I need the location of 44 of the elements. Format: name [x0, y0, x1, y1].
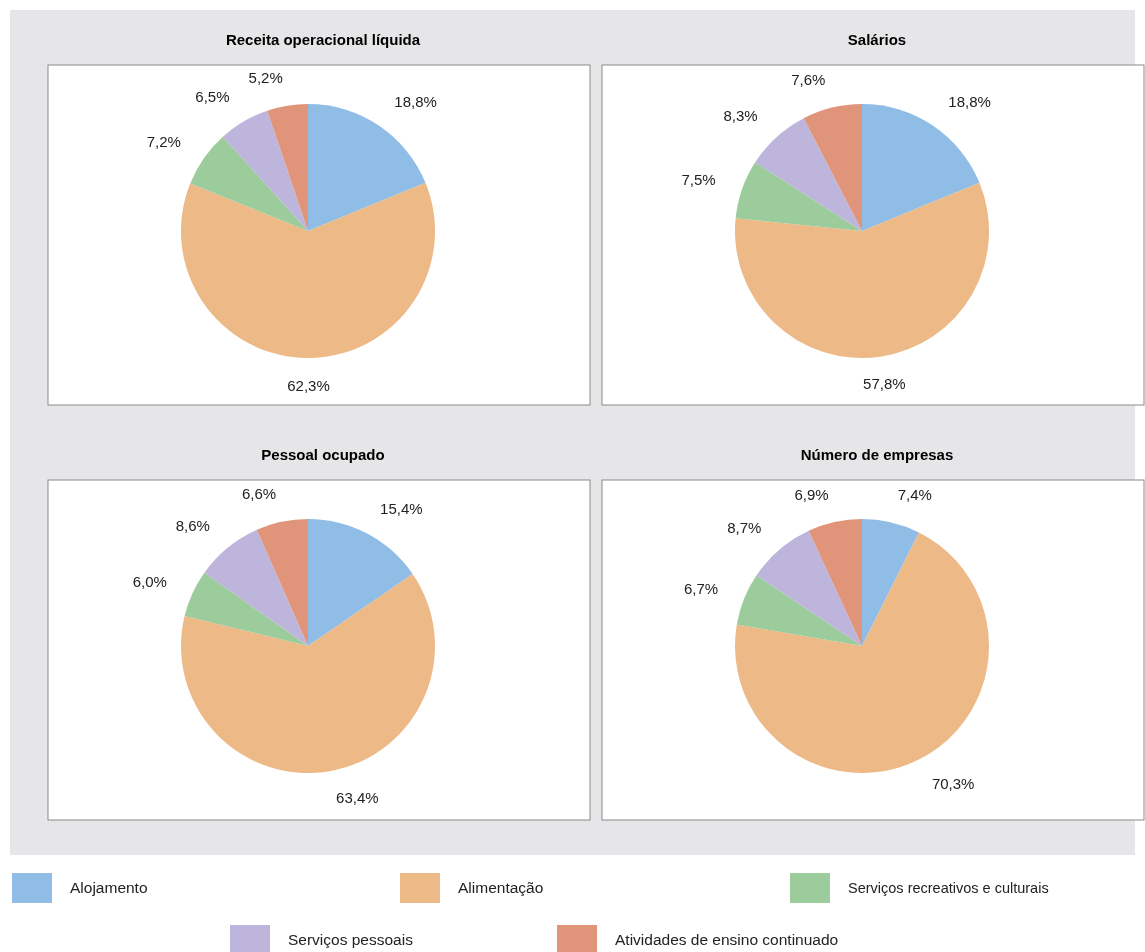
chart-title: Salários [847, 31, 907, 48]
data-label: 62,3% [287, 377, 330, 394]
pie-slice [862, 519, 919, 646]
data-label: 8,6% [175, 516, 210, 534]
pie-slice [184, 572, 308, 646]
data-label: 6,0% [132, 572, 167, 590]
data-label: 7,2% [146, 133, 181, 151]
data-label: 70,3% [931, 775, 975, 793]
chart-title: Pessoal ocupado [261, 446, 385, 463]
data-label: 6,5% [195, 88, 230, 106]
data-label: 7,4% [897, 486, 932, 504]
chart-title: Receita operacional líquida [225, 31, 421, 48]
pie-slice [190, 136, 308, 231]
data-label: 6,9% [794, 485, 829, 503]
data-label: 57,8% [863, 375, 906, 393]
data-label: 5,2% [248, 69, 283, 87]
data-label: 8,7% [727, 519, 762, 537]
data-label: 7,6% [791, 71, 826, 89]
pie-slice [181, 573, 435, 773]
data-label: 15,4% [380, 499, 423, 517]
legend-label: Alojamento [70, 879, 148, 896]
pie-slice [755, 118, 862, 231]
pie-slice [803, 104, 862, 231]
data-label: 6,6% [241, 485, 277, 503]
pie-slice [256, 519, 308, 646]
legend-label: Serviços recreativos e culturais [848, 880, 1049, 896]
pie-slice [735, 162, 862, 231]
data-label: 7,5% [681, 170, 716, 188]
data-label: 6,7% [683, 579, 719, 597]
data-label: 18,8% [948, 93, 991, 111]
pie-slice [267, 104, 308, 231]
pie-slice [181, 182, 435, 358]
legend-label: Alimentação [458, 879, 544, 896]
pie-slice [735, 182, 989, 358]
legend-label: Atividades de ensino continuado [615, 931, 839, 948]
pie-slice [308, 519, 413, 646]
chart-title: Número de empresas [800, 446, 954, 463]
legend-label: Serviços pessoais [288, 931, 414, 948]
data-label: 18,8% [394, 93, 437, 111]
pie-slice [736, 575, 862, 646]
pie-slice [808, 519, 862, 646]
data-label: 63,4% [336, 789, 379, 807]
data-label: 8,3% [723, 107, 758, 125]
pie-slice [222, 110, 308, 231]
